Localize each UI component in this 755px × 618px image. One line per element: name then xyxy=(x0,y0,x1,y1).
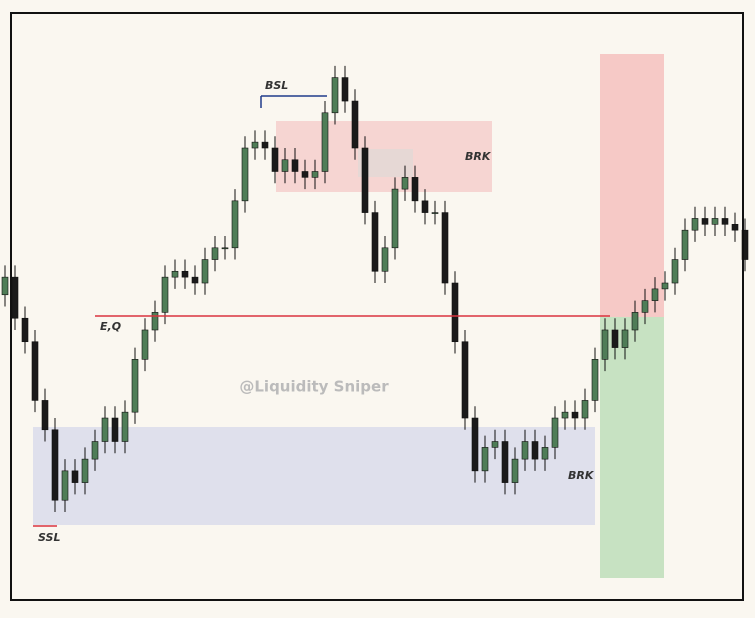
candle-body xyxy=(601,329,609,360)
candle-body xyxy=(431,212,439,214)
candle-body xyxy=(361,147,369,213)
candle-body xyxy=(671,259,679,284)
candle-body xyxy=(491,441,499,448)
candle-body xyxy=(481,447,489,472)
candle-body xyxy=(381,247,389,272)
candle-body xyxy=(371,212,379,272)
candle-body xyxy=(21,317,29,343)
candle-body xyxy=(101,417,109,442)
candle-body xyxy=(541,447,549,460)
candle-body xyxy=(421,200,429,213)
candle-body xyxy=(641,300,649,313)
candle-body xyxy=(401,177,409,190)
watermark: @Liquidity Sniper xyxy=(239,378,389,396)
eq-label: E,Q xyxy=(100,320,121,333)
bsl-label: BSL xyxy=(265,79,288,92)
candle-body xyxy=(271,147,279,172)
risk-zone xyxy=(600,54,664,317)
candle-body xyxy=(621,329,629,348)
candle-body xyxy=(661,282,669,290)
candle-body xyxy=(131,359,139,413)
candle-body xyxy=(731,224,739,231)
candle-body xyxy=(151,312,159,331)
candle-body xyxy=(611,329,619,348)
candle-body xyxy=(111,417,119,442)
candle-body xyxy=(11,276,19,319)
candle-body xyxy=(711,218,719,225)
candle-body xyxy=(631,312,639,331)
candle-body xyxy=(461,341,469,419)
candle-body xyxy=(531,441,539,460)
candle-body xyxy=(91,441,99,460)
candle-body xyxy=(121,411,129,442)
brk-label: BRK xyxy=(568,469,595,482)
candle-body xyxy=(231,200,239,249)
candle-body xyxy=(551,417,559,448)
candle-body xyxy=(251,141,259,149)
candle-body xyxy=(691,218,699,231)
demand-zone xyxy=(33,427,595,525)
candle-body xyxy=(301,171,309,178)
candle-body xyxy=(331,77,339,114)
candle-body xyxy=(81,458,89,483)
candle-body xyxy=(311,171,319,178)
candle-body xyxy=(471,417,479,472)
candle-body xyxy=(181,270,189,278)
candle-body xyxy=(31,341,39,401)
candle-body xyxy=(261,141,269,149)
candle-body xyxy=(41,400,49,431)
brk-label: BRK xyxy=(465,150,492,163)
reward-zone xyxy=(600,317,664,578)
candle-body xyxy=(141,329,149,360)
candle-body xyxy=(321,112,329,172)
candle-body xyxy=(591,359,599,401)
candle-body xyxy=(721,218,729,225)
candles xyxy=(1,65,749,512)
candle-body xyxy=(441,212,449,284)
candle-body xyxy=(681,229,689,260)
candle-body xyxy=(651,288,659,301)
candle-body xyxy=(701,218,709,225)
candle-body xyxy=(561,411,569,419)
candle-body xyxy=(191,276,199,284)
candle-body xyxy=(501,441,509,483)
candle-body xyxy=(221,247,229,250)
candle-body xyxy=(341,77,349,102)
candle-body xyxy=(201,259,209,284)
candle-body xyxy=(61,470,69,501)
candle-body xyxy=(291,159,299,172)
candle-body xyxy=(581,400,589,419)
ssl-label: SSL xyxy=(38,531,60,544)
candle-body xyxy=(451,282,459,343)
candle-body xyxy=(411,177,419,202)
candle-body xyxy=(161,276,169,313)
candle-body xyxy=(71,470,79,483)
candle-body xyxy=(281,159,289,172)
candle-body xyxy=(211,247,219,260)
candle-body xyxy=(391,188,399,249)
candle-body xyxy=(171,270,179,278)
candle-body xyxy=(351,100,359,149)
candle-body xyxy=(511,458,519,483)
candle-body xyxy=(1,276,9,296)
candle-body xyxy=(51,429,59,501)
frame xyxy=(10,12,744,601)
candle-body xyxy=(521,441,529,460)
candle-body xyxy=(571,411,579,419)
candle-body xyxy=(241,147,249,202)
